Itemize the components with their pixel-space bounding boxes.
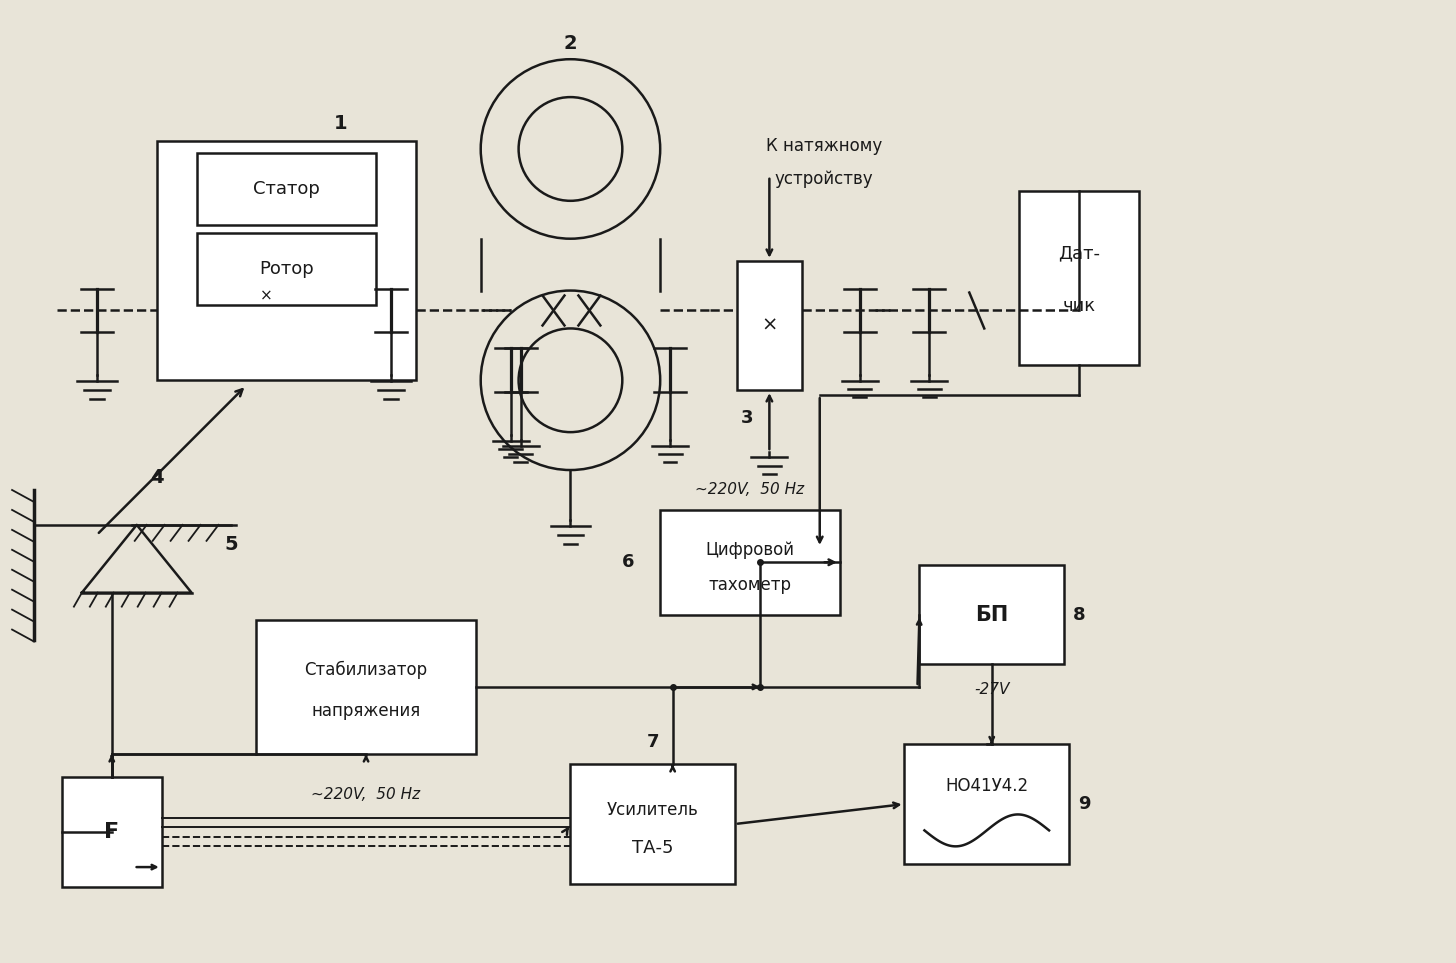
Text: 9: 9 — [1077, 795, 1091, 813]
Text: 2: 2 — [563, 34, 577, 53]
Bar — [63, 777, 162, 887]
Bar — [1019, 191, 1139, 365]
Text: ТА-5: ТА-5 — [632, 839, 674, 857]
Text: 7: 7 — [646, 733, 660, 751]
Text: НО41У4.2: НО41У4.2 — [945, 777, 1028, 795]
Text: ×: × — [261, 288, 272, 303]
Text: Цифровой: Цифровой — [706, 540, 795, 559]
Text: 8: 8 — [1073, 606, 1085, 624]
Text: напряжения: напряжения — [312, 702, 421, 720]
Bar — [904, 744, 1069, 864]
Text: ×: × — [761, 316, 778, 335]
Bar — [157, 141, 416, 380]
Bar — [197, 153, 376, 224]
Text: 1: 1 — [335, 114, 348, 133]
Bar — [256, 619, 476, 754]
Text: 6: 6 — [622, 554, 635, 571]
Text: -27V: -27V — [974, 682, 1009, 697]
Bar — [737, 261, 802, 390]
Text: чик: чик — [1063, 297, 1095, 315]
Text: ~220V,  50 Hz: ~220V, 50 Hz — [312, 787, 421, 801]
Text: БП: БП — [976, 605, 1009, 625]
Bar — [660, 510, 840, 614]
Text: Усилитель: Усилитель — [607, 800, 699, 819]
Bar — [197, 233, 376, 304]
Text: Статор: Статор — [253, 180, 320, 197]
Text: Дат-: Дат- — [1059, 245, 1099, 263]
Text: 4: 4 — [150, 467, 163, 486]
Text: Ротор: Ротор — [259, 260, 313, 277]
Bar — [571, 765, 735, 884]
Text: ~220V,  50 Hz: ~220V, 50 Hz — [696, 482, 805, 498]
Text: Стабилизатор: Стабилизатор — [304, 661, 428, 679]
Text: F: F — [105, 822, 119, 842]
Text: тахометр: тахометр — [709, 576, 792, 594]
Text: 5: 5 — [224, 535, 239, 555]
Text: 3: 3 — [741, 409, 753, 428]
Bar — [919, 564, 1064, 664]
Text: К натяжному: К натяжному — [766, 137, 882, 155]
Text: устройству: устройству — [775, 169, 874, 188]
